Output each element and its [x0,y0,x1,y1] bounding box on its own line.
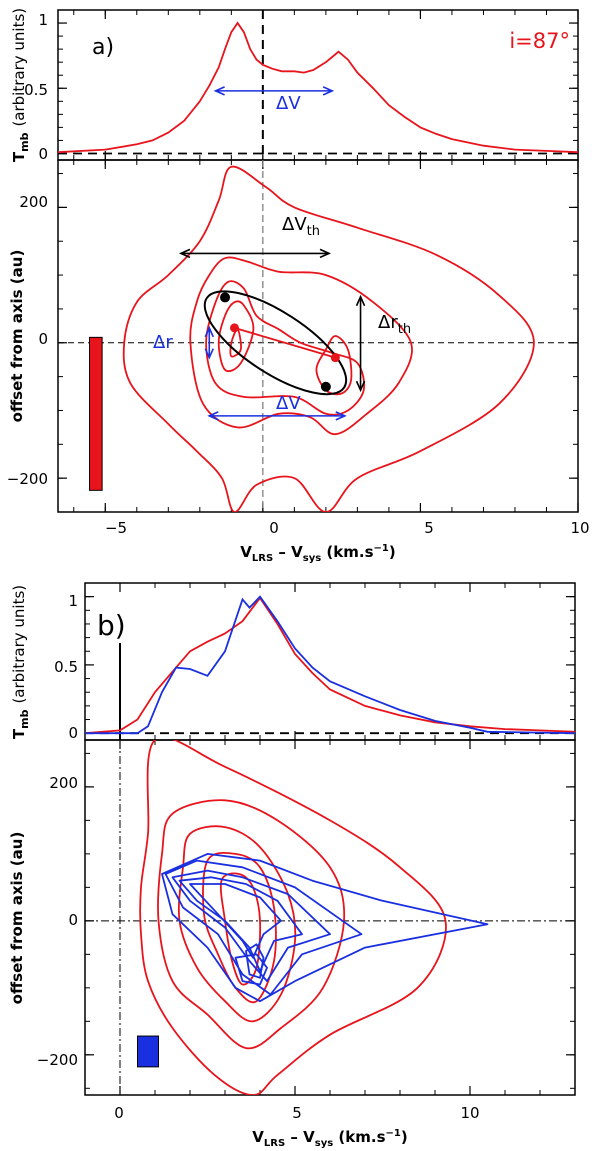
dr-arrow-head [204,348,215,360]
beam-size-box [137,1035,159,1068]
panel-b-pv-ytick-200: 200 [49,774,78,792]
red-contour-3 [202,851,277,1004]
dr-label: Δr [153,332,173,353]
panel-a-xtick-5: 5 [424,519,434,537]
blue-contour-5 [245,943,265,979]
panel-a-spectrum-ylabel: Tmb (arbitrary units) [10,8,31,162]
panel-b-ylabel-main: T [10,728,28,739]
panel-a-xtick-0: 0 [269,519,279,537]
dr-th-arrow-head [355,294,366,307]
panel-a-spectrum: 1 0.5 0 a) i=87° Tmb (arbitrary units) [10,8,579,163]
spectrum-series-0 [85,596,575,735]
panel-a-ytick-0: 0 [38,145,48,163]
panel-b-pv-ytick-m200: −200 [37,1051,78,1069]
panel-b-spectrum-frame [84,582,576,741]
black-dot-1 [320,381,331,392]
dv-arrow-spectrum-head [322,86,335,96]
panel-a-spectrum-lines [58,10,578,160]
red-dot-0 [229,323,239,333]
dv-th-label: ΔVth [282,214,320,239]
red-contour-1 [157,799,346,1050]
red-dot-1 [330,353,340,363]
panel-b-pv-ylabel: offset from axis (au) [8,832,26,1005]
red-contour-0 [122,165,535,512]
panel-b-xtick-0: 0 [114,1104,124,1122]
svg-text:Tmb(arbitrary units): Tmb (arbitrary units) [10,8,31,162]
spectrum-series-1 [85,595,575,735]
panel-b-ytick-1: 1 [68,592,78,610]
red-contour-3 [217,300,255,373]
panel-a-label: a) [92,35,114,60]
blue-contour-0 [161,853,489,1003]
blue-contour-3 [178,876,303,972]
panel-a-spectrum-frame [57,9,579,161]
inclination-label: i=87° [509,29,570,53]
panel-b-spectrum-ylabel: Tmb (arbitrary units) [10,585,31,739]
panel-b-ylabel-sub: mb [18,709,31,728]
panel-a-xtick-m5: −5 [105,519,127,537]
panel-b-pv-ytick-0: 0 [68,911,78,929]
dv-arrow-spectrum-head [213,86,225,96]
red-contour-2 [177,825,297,1023]
panel-a-ytick-05: 0.5 [24,81,48,99]
panel-b-label: b) [97,609,126,642]
blue-contour-4 [189,883,282,959]
blue-contour-6 [234,953,268,986]
black-dot-0 [220,292,231,303]
panel-a-xtick-10: 10 [570,519,589,537]
panel-a-pv-ylabel: offset from axis (au) [8,250,26,423]
dv-label-spectrum: ΔV [276,93,301,114]
dv-th-arrow-head [178,248,191,259]
blue-contour-1 [164,859,363,996]
panel-b-spectrum: 1 0.5 0 b) Tmb (arbitrary units) [10,582,576,742]
spectrum-series-0 [58,21,578,154]
panel-a-pv-plot [58,160,578,512]
panel-a-pv-frame [57,159,579,513]
panel-a-ylabel-rest: (arbitrary units) [10,8,28,127]
panel-a-ylabel-sub: mb [18,132,31,151]
dv-arrow-pv-head [207,411,219,421]
panel-b-spectrum-lines [85,595,575,740]
red-contour-1 [189,256,413,436]
dr-th-label: Δrth [378,312,411,337]
panel-b-spectrum-ticks [84,583,576,740]
panel-b-ylabel-rest: (arbitrary units) [10,585,28,704]
dv-th-arrow-head [319,248,331,259]
dv-arrow-pv-head [335,411,347,421]
red-connector [234,327,336,359]
panel-a-pv-ytick-200: 200 [19,193,48,211]
panel-b-ytick-05: 0.5 [54,658,78,676]
panel-b-ytick-0: 0 [68,724,78,742]
panel-b-xlabel: VLRS – Vsys (km.s−1) [252,1128,407,1149]
panel-a-xlabel: VLRS – Vsys (km.s−1) [240,543,395,564]
panel-a-spectrum-ticks [58,10,579,160]
panel-b-pv-plot [85,740,575,1095]
panel-b-pv: 200 0 −200 0 5 10 VLRS – Vsys (km.s−1) o… [8,739,576,1149]
dr-th-arrow-head [355,380,366,393]
red-contour-0 [139,740,447,1095]
red-contour-2 [205,280,366,416]
panel-a-pv-ytick-m200: −200 [7,470,48,488]
panel-b-xtick-10: 10 [460,1104,479,1122]
panel-a-pv-ytick-0: 0 [38,330,48,348]
beam-size-box [89,336,103,491]
panel-a-ytick-1: 1 [38,11,48,29]
panel-a-ylabel-main: T [10,151,28,162]
panel-a-pv: 200 0 −200 −5 0 5 10 VLRS – Vsys (km.s−1… [7,93,590,564]
svg-text:Tmb(arbitrary units): Tmb (arbitrary units) [10,585,31,739]
thermal-ellipse [203,290,348,396]
panel-b-xtick-5: 5 [292,1104,302,1122]
dr-arrow-head [204,325,215,338]
blue-contour-2 [171,869,331,982]
dv-label-pv: ΔV [276,393,301,414]
